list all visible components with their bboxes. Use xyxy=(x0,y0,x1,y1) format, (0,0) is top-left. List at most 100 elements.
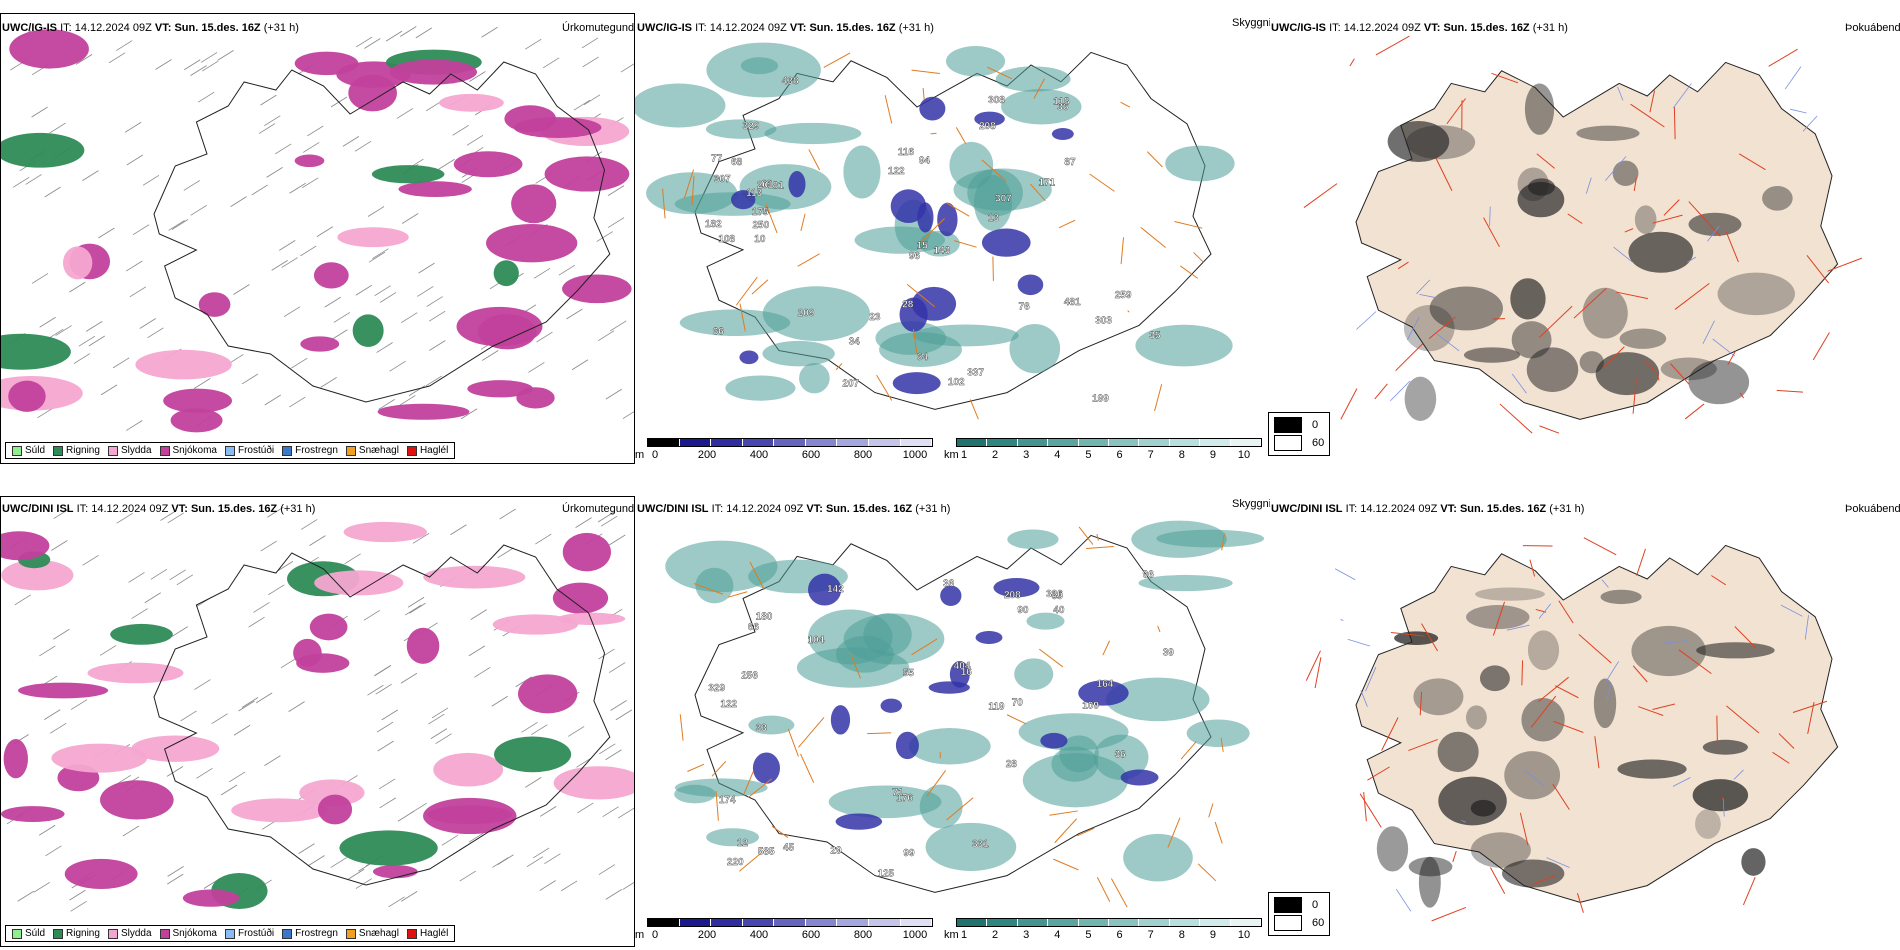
colorbar-tick: 8 xyxy=(1178,449,1185,461)
wind-barb xyxy=(280,657,298,669)
road-line xyxy=(1408,738,1438,752)
ceiling-value-label: 55 xyxy=(903,668,915,679)
fog-index-area xyxy=(1593,678,1617,729)
colorbar-segment xyxy=(1109,919,1140,926)
fog-map-row0 xyxy=(1303,35,1863,434)
road-line xyxy=(1054,818,1077,844)
legend-label: Frostúði xyxy=(237,445,275,456)
legend-item: Frostregn xyxy=(282,445,338,456)
precip-type-panel-row0: Súld Rigning Slydda Snjókoma Frostúði Frostre… xyxy=(0,13,635,464)
precip-area xyxy=(131,735,220,762)
road-line xyxy=(1519,812,1529,846)
wind-barb xyxy=(279,240,296,251)
precip-area xyxy=(299,779,365,807)
wind-barb xyxy=(37,407,54,419)
road-line xyxy=(1632,378,1637,414)
precip-type-panel-row1: Súld Rigning Slydda Snjókoma Frostúði Frostre… xyxy=(0,496,635,947)
fog-index-area xyxy=(1479,665,1510,692)
wind-barb xyxy=(400,312,418,324)
colorbar-segment xyxy=(957,919,988,926)
river-line xyxy=(1733,769,1744,780)
precip-area xyxy=(313,262,349,289)
colorbar-segment xyxy=(774,439,806,446)
colorbar-tick: 400 xyxy=(749,449,769,461)
wind-barb xyxy=(609,320,627,332)
fog-index-area xyxy=(1466,605,1530,630)
visibility-area xyxy=(679,309,791,336)
precip-map-row0 xyxy=(1,26,634,433)
fog-index-area xyxy=(1695,809,1721,839)
wind-barb xyxy=(355,878,373,889)
wind-barb xyxy=(596,231,613,242)
fog-index-area xyxy=(1524,83,1555,135)
wind-barb xyxy=(233,724,251,736)
ceiling-value-label: 308 xyxy=(988,95,1005,106)
precip-area xyxy=(371,165,445,184)
wind-barb xyxy=(171,626,188,637)
wind-barb xyxy=(435,733,452,745)
colorbar-tick: 7 xyxy=(1147,929,1154,941)
wind-barb xyxy=(622,882,634,890)
fog-index-area xyxy=(1628,231,1694,273)
panel-title-fog-row1: Þokuábendi xyxy=(1845,503,1900,515)
wind-barb xyxy=(39,316,56,328)
legend-item: Súld xyxy=(12,445,45,456)
road-line xyxy=(1536,153,1555,169)
cloud-base-area xyxy=(1040,732,1068,749)
legend-label: Snjókoma xyxy=(172,445,217,456)
wind-barb xyxy=(55,325,72,336)
legend-label: Frostregn xyxy=(295,445,338,456)
road-line xyxy=(1616,291,1649,300)
road-line xyxy=(1029,183,1046,202)
precip-area xyxy=(317,794,353,825)
wind-barb xyxy=(396,108,414,119)
fog-legend-label: 0 xyxy=(1312,899,1319,911)
colorbar-segment xyxy=(1017,919,1049,926)
fog-index-area xyxy=(1510,278,1546,320)
wind-barb xyxy=(347,868,365,880)
cloud-base-area xyxy=(975,630,1003,644)
wind-barb xyxy=(521,721,538,733)
road-line xyxy=(876,374,893,401)
colorbar-tick: 5 xyxy=(1085,929,1092,941)
visibility-area xyxy=(1135,324,1233,367)
colorbar-tick: 7 xyxy=(1147,449,1154,461)
wind-barb xyxy=(108,52,126,64)
wind-barb xyxy=(307,125,324,137)
precip-area xyxy=(562,274,632,304)
wind-barb xyxy=(230,196,247,207)
wind-barb xyxy=(499,508,516,520)
road-line xyxy=(1725,231,1739,263)
colorbar-segment xyxy=(1048,439,1079,446)
visibility-panel-row1: 180 404 329 585 99 142 33 40 12 55 164 65 71 220 208 12… xyxy=(635,496,1270,947)
wind-barb xyxy=(605,749,622,761)
visibility-area xyxy=(1026,612,1065,630)
precip-area xyxy=(478,314,537,350)
wind-barb xyxy=(49,722,67,734)
precip-area xyxy=(1,559,74,591)
wind-barb xyxy=(330,857,347,868)
colorbar-segment xyxy=(1078,919,1110,926)
river-line xyxy=(1334,568,1356,581)
road-line xyxy=(798,717,825,748)
road-line xyxy=(1214,821,1223,844)
road-line xyxy=(1716,715,1719,751)
wind-barb xyxy=(401,213,419,224)
wind-barb xyxy=(167,873,184,885)
wind-barb xyxy=(532,847,550,859)
wind-barb xyxy=(144,592,161,604)
ceiling-value-label: 307 xyxy=(714,174,731,185)
road-line xyxy=(1742,877,1756,906)
precip-area xyxy=(8,380,46,412)
road-line xyxy=(1776,389,1804,393)
road-line xyxy=(1419,691,1423,716)
road-line xyxy=(1678,649,1712,674)
road-line xyxy=(1167,817,1181,848)
ceiling-value-label: 99 xyxy=(903,848,915,859)
visibility-area xyxy=(705,119,777,139)
wind-barb xyxy=(389,360,406,372)
wind-barb xyxy=(126,260,143,272)
wind-barb xyxy=(288,701,305,712)
ceiling-value-label: 71 xyxy=(892,787,904,798)
fog-legend-row: 60 xyxy=(1274,914,1324,932)
